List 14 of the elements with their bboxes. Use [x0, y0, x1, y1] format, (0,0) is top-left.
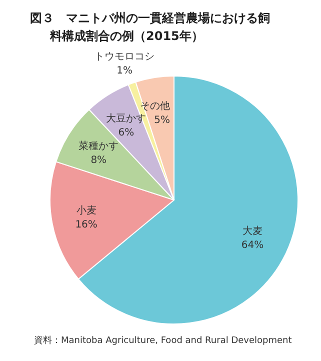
data-label: 1% [116, 66, 132, 77]
data-label: 5% [154, 114, 170, 126]
data-label: 6% [118, 128, 134, 139]
slice-label: 大麦 [242, 224, 263, 237]
slice-label: その他 [140, 100, 170, 112]
text: 資料：Manitoba Agriculture, Food and Rural Development [34, 335, 292, 346]
data-label: 8% [90, 155, 107, 166]
slice-label: 小麦 [76, 204, 96, 217]
data-label: 16% [75, 220, 98, 231]
slice-label: 大豆かす [106, 112, 146, 125]
chart-title: 図３ マニトバ州の一貫経営農場における飼料構成割合の例（2015年） [30, 11, 270, 43]
slice-label: トウモロコシ [94, 52, 155, 63]
slice-label: 菜種かす [78, 140, 119, 152]
data-label: 64% [241, 240, 264, 251]
